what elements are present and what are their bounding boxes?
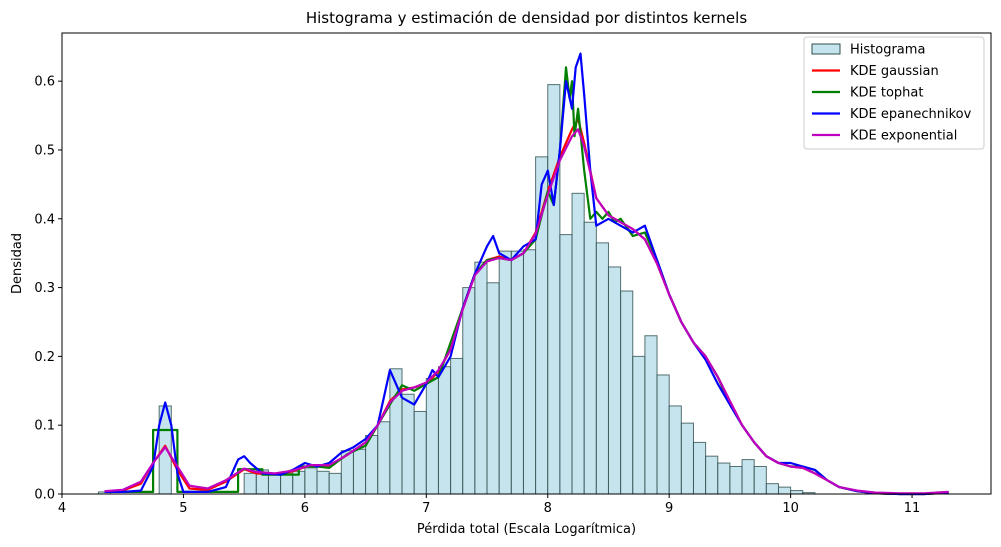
- histogram-bar: [595, 242, 609, 495]
- y-tick-label: 0.1: [34, 419, 55, 434]
- histogram-bar: [741, 459, 755, 495]
- histogram-bars: [97, 84, 949, 495]
- legend-label-tophat: KDE tophat: [850, 86, 924, 101]
- histogram-bar: [644, 335, 658, 495]
- histogram-bar: [680, 422, 694, 495]
- histogram-bar: [280, 472, 294, 495]
- histogram-bar: [316, 470, 330, 495]
- histogram-bar: [474, 261, 488, 495]
- kde-exponential-line: [104, 128, 949, 495]
- histogram-bar: [401, 393, 415, 495]
- histogram-bar: [717, 462, 731, 495]
- histogram-bar: [668, 405, 682, 495]
- x-tick-label: 4: [58, 501, 66, 516]
- legend-box: [803, 36, 985, 150]
- histogram-bar: [413, 410, 427, 495]
- histogram-bar: [377, 421, 391, 495]
- histogram-bar: [790, 490, 804, 495]
- legend-label-exponential: KDE exponential: [850, 129, 957, 144]
- histogram-bar: [571, 192, 585, 495]
- histogram-bar: [559, 234, 573, 495]
- histogram-bar: [656, 374, 670, 495]
- y-tick-label: 0.4: [34, 212, 55, 227]
- histogram-bar: [437, 366, 452, 495]
- histogram-bar: [510, 250, 524, 495]
- x-tick-label: 8: [544, 501, 552, 516]
- y-axis: 0.0 0.1 0.2 0.3 0.4 0.5 0.6: [34, 75, 62, 503]
- histogram-bar: [729, 465, 743, 495]
- histogram-bar: [425, 377, 439, 495]
- histogram-bar: [765, 483, 779, 495]
- histogram-bar: [583, 221, 597, 495]
- histogram-bar: [535, 156, 549, 495]
- x-tick-label: 7: [422, 501, 430, 516]
- x-tick-label: 5: [179, 501, 187, 516]
- legend-swatch-histogram: [811, 43, 841, 55]
- histogram-bar: [632, 355, 646, 495]
- x-axis-title: Pérdida total (Escala Logarítmica): [417, 522, 636, 537]
- histogram-bar: [547, 84, 561, 495]
- histogram-bar: [705, 455, 719, 495]
- histogram-bar: [692, 441, 707, 495]
- legend-label-histogram: Histograma: [850, 43, 925, 58]
- y-axis-title: Densidad: [10, 233, 25, 294]
- legend-label-gaussian: KDE gaussian: [850, 64, 939, 79]
- histogram-bar: [522, 249, 537, 495]
- plot-frame: [61, 32, 992, 495]
- histogram-bar: [450, 357, 464, 495]
- histogram-bar: [462, 287, 476, 495]
- legend-label-epanechnikov: KDE epanechnikov: [850, 107, 972, 122]
- histogram-bar: [352, 448, 367, 495]
- histogram-bar: [607, 266, 622, 495]
- histogram-bar: [753, 465, 767, 495]
- histogram-bar: [267, 472, 282, 495]
- y-tick-label: 0.5: [34, 143, 55, 158]
- histogram-bar: [498, 250, 512, 495]
- x-tick-label: 10: [782, 501, 799, 516]
- x-tick-label: 6: [301, 501, 309, 516]
- histogram-bar: [620, 290, 634, 495]
- histogram-bar: [328, 472, 342, 495]
- x-tick-label: 11: [904, 501, 921, 516]
- y-tick-label: 0.2: [34, 350, 55, 365]
- chart-title: Histograma y estimación de densidad por …: [306, 9, 747, 27]
- legend: Histograma KDE gaussian KDE tophat KDE e…: [803, 36, 985, 150]
- kde-lines: [104, 52, 949, 496]
- x-axis: 4 5 6 7 8 9 10 11: [58, 494, 920, 516]
- histogram-bar: [304, 467, 318, 495]
- y-tick-label: 0.6: [34, 75, 55, 90]
- histogram-bar: [777, 486, 792, 495]
- y-tick-label: 0.3: [34, 281, 55, 296]
- histogram-bar: [486, 282, 500, 495]
- y-tick-label: 0.0: [34, 488, 55, 503]
- x-tick-label: 9: [665, 501, 673, 516]
- histogram-bar: [243, 472, 257, 495]
